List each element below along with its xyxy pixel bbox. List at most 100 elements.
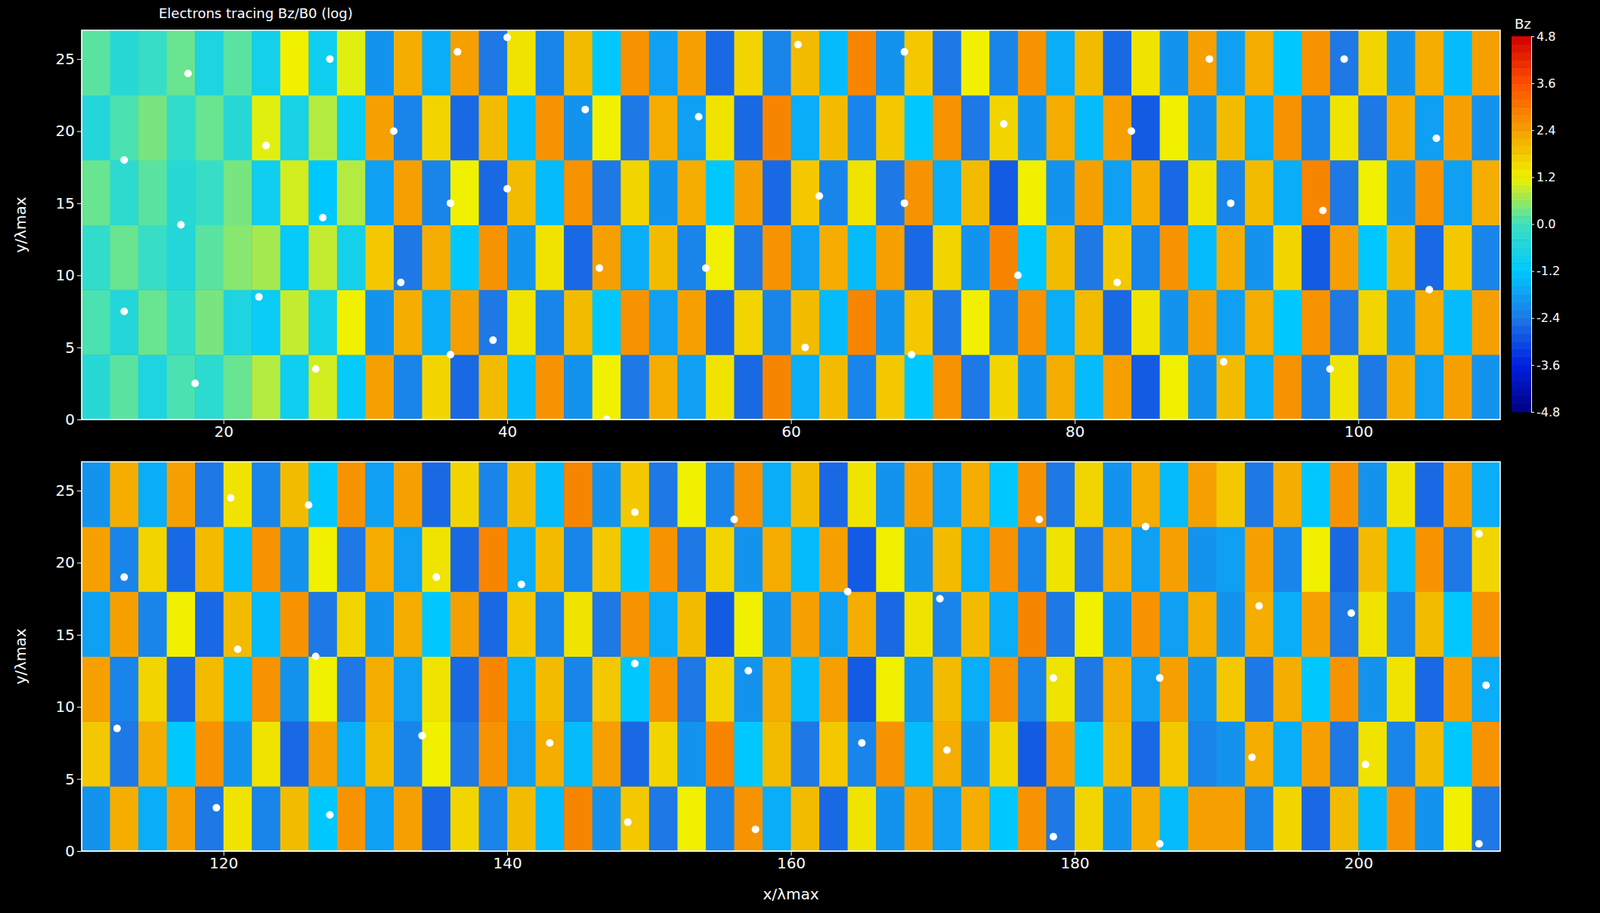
heatmap-cell [733,591,763,657]
tick-mark [77,203,82,205]
y-axis-title: y/λmax [11,196,30,253]
tracer-particle [318,213,327,222]
heatmap-cell [81,95,111,161]
colorbar-swatch [1511,318,1532,327]
heatmap-cell [620,591,650,657]
heatmap-cell [705,461,735,527]
heatmap-cell [507,95,536,161]
tracer-particle [312,365,320,373]
heatmap-cell [762,160,792,226]
heatmap-cell [1301,786,1331,852]
heatmap-cell [194,160,224,226]
heatmap-cell [450,289,480,355]
heatmap-cell [223,95,253,161]
tracer-particle [1035,515,1043,524]
heatmap-cell [138,225,168,291]
heatmap-cell [1216,95,1246,161]
heatmap-cell [875,721,905,787]
heatmap-cell [592,461,622,527]
heatmap-cell [167,656,196,722]
heatmap-cell [649,289,678,355]
heatmap-cell [1244,289,1274,355]
heatmap-cell [1046,354,1075,420]
tracer-particle [999,120,1008,128]
heatmap-cell [791,30,821,96]
tracer-particle [581,105,589,114]
heatmap-cell [280,30,310,96]
heatmap-cell [762,721,792,787]
tracer-particle [212,804,220,812]
heatmap-cell [194,591,224,657]
colorbar-swatch [1511,90,1532,100]
heatmap-cell [223,225,253,291]
heatmap-cell [535,160,565,226]
heatmap-cell [904,656,934,722]
heatmap-cell [81,225,111,291]
heatmap-cell [1358,95,1387,161]
heatmap-cell [932,95,962,161]
tracer-particle [631,659,639,668]
heatmap-cell [421,95,451,161]
heatmap-cell [81,526,111,592]
heatmap-cell [932,160,962,226]
tracer-particle [1432,134,1441,143]
tracer-particle [503,34,511,42]
heatmap-cell [592,95,622,161]
heatmap-cell [1330,354,1359,420]
heatmap-cell [989,95,1019,161]
heatmap-cell [167,591,196,657]
tracer-particle [1248,753,1257,762]
colorbar-axis: -4.8-3.6-2.4-1.20.01.22.43.64.8 [1531,29,1560,420]
heatmap-cell [1188,786,1217,852]
heatmap-cell [450,160,480,226]
heatmap-cell [1018,95,1047,161]
heatmap-cell [791,461,821,527]
heatmap-cell [1102,95,1132,161]
heatmap-cell [393,160,423,226]
tracer-particle [446,199,455,208]
heatmap-cell [1216,30,1246,96]
heatmap-cell [563,721,593,787]
heatmap-cell [875,289,905,355]
heatmap-cell [677,786,706,852]
heatmap-cell [308,526,338,592]
heatmap-cell [479,30,508,96]
heatmap-cell [1160,461,1189,527]
heatmap-cell [563,289,593,355]
tracer-particle [1127,127,1136,136]
heatmap-cell [819,30,848,96]
heatmap-cell [1160,721,1189,787]
tracer-particle [1049,832,1058,841]
heatmap-cell [1216,721,1246,787]
tick-label: 2.4 [1536,123,1556,138]
heatmap-cell [1188,30,1217,96]
heatmap-cell [1443,591,1473,657]
tick-label: 1.2 [1536,170,1556,185]
heatmap-cell [1273,721,1303,787]
heatmap-cell [194,721,224,787]
heatmap-cell [1160,526,1189,592]
heatmap-cell [1358,591,1387,657]
colorbar-swatch [1511,99,1532,108]
heatmap-cell [1443,95,1473,161]
tick-label: 5 [64,770,75,789]
heatmap-cell [1414,289,1444,355]
heatmap-cell [762,656,792,722]
heatmap-cell [1244,461,1274,527]
heatmap-cell [81,656,111,722]
tick: 0 [64,841,82,861]
tick: -3.6 [1531,357,1560,372]
heatmap-cell [138,526,168,592]
tick: 5 [64,338,82,357]
colorbar-swatch [1511,176,1532,186]
heatmap-cell [875,526,905,592]
heatmap-cell [251,591,281,657]
heatmap-cell [989,591,1019,657]
heatmap-cell [421,30,451,96]
heatmap-cell [620,526,650,592]
heatmap-cell [932,30,962,96]
heatmap-cell [649,30,678,96]
heatmap-cell [251,160,281,226]
tracer-particle [191,379,199,387]
heatmap-cell [932,461,962,527]
